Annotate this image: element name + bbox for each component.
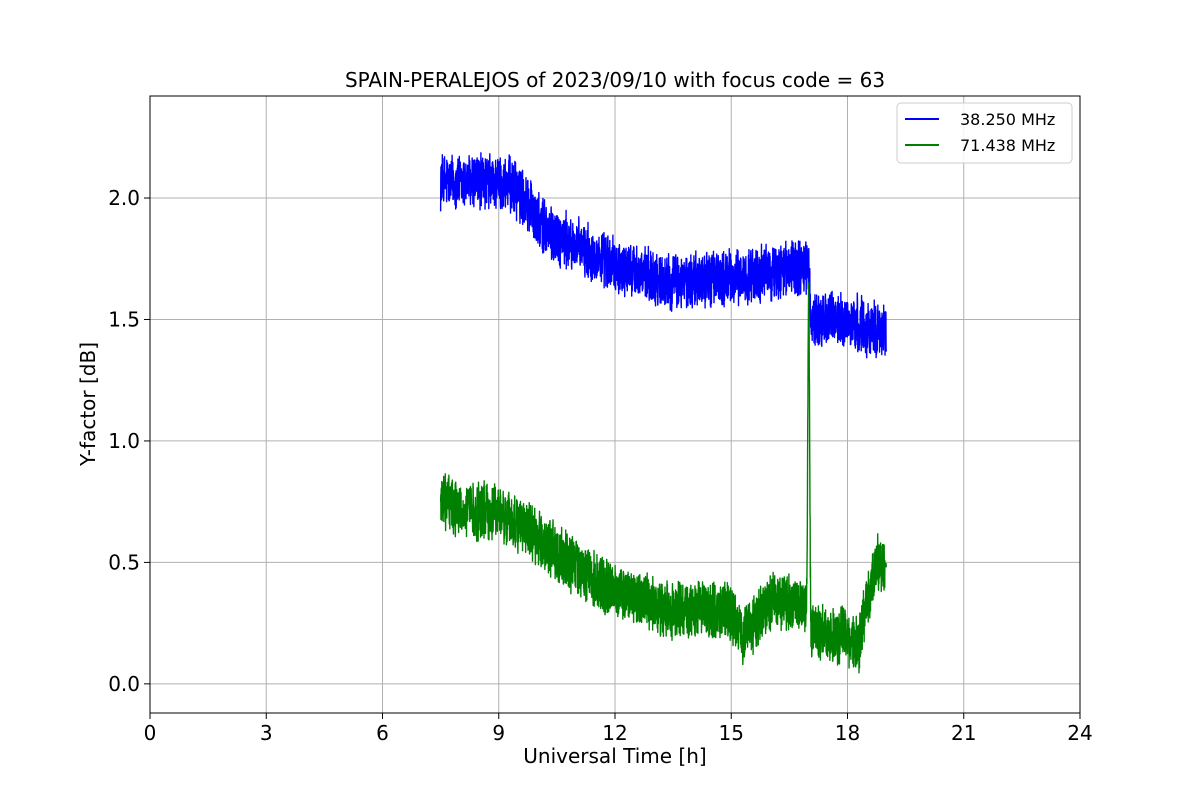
legend-label-38250: 38.250 MHz (960, 110, 1055, 129)
y-tick-label: 1.0 (108, 429, 140, 453)
x-tick-label: 0 (144, 721, 157, 745)
series-line-1 (439, 282, 887, 674)
y-tick-label: 0.0 (108, 672, 140, 696)
series-line-0 (439, 152, 887, 359)
y-axis: 0.0 0.5 1.0 1.5 2.0 (108, 186, 150, 696)
x-tick-label: 9 (492, 721, 505, 745)
x-tick-label: 21 (951, 721, 976, 745)
y-tick-label: 1.5 (108, 307, 140, 331)
x-tick-label: 6 (376, 721, 389, 745)
x-tick-label: 18 (835, 721, 860, 745)
y-axis-label: Y-factor [dB] (76, 342, 100, 467)
x-tick-label: 15 (719, 721, 744, 745)
x-tick-label: 24 (1067, 721, 1092, 745)
x-tick-label: 3 (260, 721, 273, 745)
legend: 38.250 MHz 71.438 MHz (896, 102, 1073, 164)
y-tick-label: 0.5 (108, 550, 140, 574)
x-axis: 0 3 6 9 12 15 18 21 24 (144, 713, 1093, 745)
series-layer (439, 152, 887, 674)
x-axis-label: Universal Time [h] (523, 744, 706, 768)
legend-frame (896, 102, 1073, 164)
legend-label-71438: 71.438 MHz (960, 136, 1055, 155)
y-tick-label: 2.0 (108, 186, 140, 210)
x-tick-label: 12 (602, 721, 627, 745)
chart-title: SPAIN-PERALEJOS of 2023/09/10 with focus… (345, 68, 885, 92)
